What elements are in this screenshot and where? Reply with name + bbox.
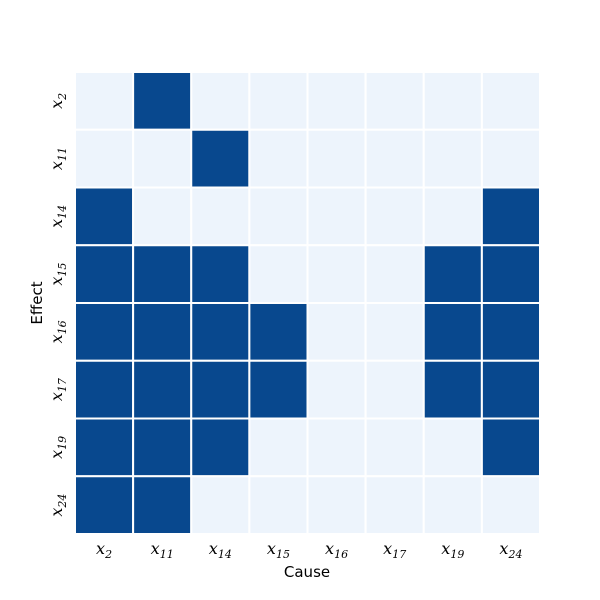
heatmap-cell: [132, 186, 193, 247]
heatmap-cell: [364, 417, 425, 478]
x-tick-label: x2: [96, 539, 112, 561]
heatmap-cell: [190, 475, 251, 535]
heatmap-cell: [190, 186, 251, 247]
heatmap-cell: [190, 71, 251, 131]
heatmap-cell: [248, 71, 309, 131]
y-tick-label: x17: [47, 378, 69, 401]
heatmap-cell: [190, 417, 251, 478]
x-axis-label: Cause: [284, 563, 330, 581]
heatmap-cell: [248, 244, 309, 304]
heatmap-cell: [306, 128, 367, 189]
heatmap-cell: [190, 244, 251, 304]
heatmap-cell: [364, 128, 425, 189]
heatmap-cell: [306, 186, 367, 247]
heatmap-cell: [480, 186, 541, 247]
heatmap-cell: [248, 128, 309, 189]
heatmap-cell: [306, 417, 367, 478]
heatmap-cell: [480, 417, 541, 478]
heatmap-cell: [74, 186, 135, 247]
heatmap-cell: [480, 359, 541, 420]
heatmap-cell: [480, 244, 541, 304]
heatmap-cell: [248, 302, 309, 362]
heatmap-cell: [306, 71, 367, 131]
heatmap-cell: [74, 244, 135, 304]
heatmap-cell: [364, 71, 425, 131]
x-tick-label: x16: [325, 539, 348, 561]
heatmap-cell: [480, 302, 541, 362]
heatmap-cell: [422, 128, 483, 189]
heatmap-cell: [422, 359, 483, 420]
heatmap-cell: [132, 417, 193, 478]
y-tick-label: x16: [47, 320, 69, 343]
heatmap-cell: [132, 128, 193, 189]
heatmap-cell: [190, 359, 251, 420]
heatmap-cell: [364, 244, 425, 304]
heatmap-cell: [74, 417, 135, 478]
heatmap-cell: [480, 71, 541, 131]
heatmap-cell: [480, 128, 541, 189]
heatmap-cell: [422, 475, 483, 535]
heatmap-cell: [422, 71, 483, 131]
x-tick-label: x11: [151, 539, 174, 561]
heatmap-cell: [74, 128, 135, 189]
heatmap-cell: [132, 71, 193, 131]
heatmap-cells: [74, 71, 541, 535]
heatmap-cell: [364, 475, 425, 535]
heatmap-cell: [306, 359, 367, 420]
x-tick-label: x15: [267, 539, 290, 561]
heatmap-cell: [364, 359, 425, 420]
heatmap-cell: [190, 128, 251, 189]
heatmap-cell: [306, 302, 367, 362]
heatmap-cell: [190, 302, 251, 362]
y-tick-label: x14: [47, 205, 69, 228]
heatmap-cell: [248, 359, 309, 420]
heatmap-cell: [74, 359, 135, 420]
heatmap-cell: [306, 475, 367, 535]
heatmap-cell: [248, 475, 309, 535]
heatmap-cell: [132, 359, 193, 420]
heatmap-cell: [248, 186, 309, 247]
x-tick-label: x24: [499, 539, 522, 561]
y-axis-label: Effect: [28, 281, 46, 324]
heatmap-cell: [132, 475, 193, 535]
heatmap-cell: [364, 186, 425, 247]
heatmap-cell: [74, 475, 135, 535]
heatmap-cell: [74, 302, 135, 362]
y-tick-label: x19: [47, 436, 69, 459]
heatmap-cell: [248, 417, 309, 478]
heatmap-cell: [422, 302, 483, 362]
heatmap-cell: [422, 244, 483, 304]
heatmap-cell: [480, 475, 541, 535]
y-tick-label: x24: [47, 494, 69, 517]
heatmap-cell: [132, 244, 193, 304]
y-tick-labels: x2 x11 x14 x15 x16 x17 x19 x24: [47, 93, 69, 517]
heatmap-cell: [364, 302, 425, 362]
y-tick-label: x2: [47, 93, 69, 109]
y-tick-label: x11: [47, 147, 69, 170]
x-tick-labels: x2 x11 x14 x15 x16 x17 x19 x24: [96, 539, 522, 561]
heatmap-cell: [132, 302, 193, 362]
x-tick-label: x17: [383, 539, 406, 561]
x-tick-label: x14: [209, 539, 232, 561]
heatmap-cell: [422, 186, 483, 247]
y-tick-label: x15: [47, 263, 69, 286]
heatmap-cell: [422, 417, 483, 478]
heatmap-cell: [306, 244, 367, 304]
x-tick-label: x19: [441, 539, 464, 561]
heatmap-cell: [74, 71, 135, 131]
